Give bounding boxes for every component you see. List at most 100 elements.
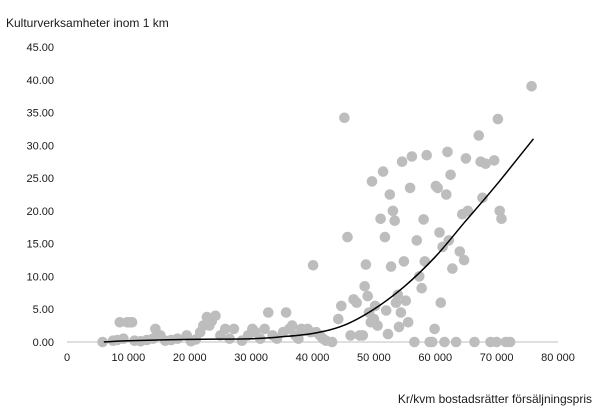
data-point bbox=[434, 227, 445, 238]
data-point bbox=[480, 158, 491, 169]
y-tick-label: 20.00 bbox=[26, 206, 54, 218]
x-tick-label: 60 000 bbox=[418, 352, 452, 364]
data-point bbox=[429, 323, 440, 335]
data-point bbox=[336, 300, 347, 312]
data-point bbox=[492, 113, 504, 125]
y-tick-label: 35.00 bbox=[26, 108, 54, 120]
x-tick-label: 70 000 bbox=[480, 352, 514, 364]
data-point bbox=[421, 149, 433, 161]
data-point bbox=[379, 231, 391, 243]
data-point bbox=[118, 333, 129, 345]
data-point bbox=[435, 297, 447, 309]
data-point bbox=[445, 169, 456, 181]
x-tick-label: 80 000 bbox=[541, 352, 575, 364]
y-tick-label: 5.00 bbox=[33, 304, 54, 316]
x-tick-label: 0 bbox=[64, 352, 70, 364]
data-point bbox=[439, 336, 450, 348]
data-point bbox=[345, 330, 356, 341]
data-point bbox=[398, 256, 410, 267]
data-point bbox=[126, 317, 138, 328]
data-point bbox=[477, 192, 488, 204]
y-tick-label: 40.00 bbox=[26, 75, 54, 87]
data-point bbox=[372, 320, 383, 331]
data-point bbox=[400, 295, 412, 307]
data-point bbox=[447, 263, 458, 274]
y-tick-labels: 0.00 5.00 10.00 15.00 20.00 25.00 30.00 35.00 40… bbox=[26, 42, 54, 349]
data-point bbox=[419, 256, 431, 267]
data-point bbox=[404, 182, 416, 194]
data-point bbox=[351, 297, 363, 309]
data-point bbox=[172, 333, 183, 345]
data-point bbox=[362, 290, 374, 302]
data-point bbox=[411, 235, 423, 246]
data-point bbox=[409, 336, 420, 348]
data-point bbox=[402, 317, 414, 328]
data-point bbox=[458, 254, 470, 266]
data-point bbox=[333, 313, 344, 325]
data-point bbox=[342, 231, 353, 243]
data-point bbox=[210, 310, 221, 322]
data-point bbox=[450, 336, 462, 348]
data-point bbox=[473, 130, 485, 141]
x-tick-label: 10 000 bbox=[112, 352, 146, 364]
data-point bbox=[369, 300, 381, 312]
data-point bbox=[380, 305, 392, 316]
data-point bbox=[496, 213, 507, 225]
data-points bbox=[97, 81, 537, 348]
data-point bbox=[460, 153, 472, 164]
data-point bbox=[488, 155, 500, 166]
x-tick-label: 40 000 bbox=[296, 352, 330, 364]
data-point bbox=[228, 323, 240, 335]
x-tick-label: 30 000 bbox=[234, 352, 268, 364]
data-point bbox=[526, 81, 537, 92]
x-tick-labels: 0 10 000 20 000 30 000 40 000 50 000 60 000 70 … bbox=[64, 352, 575, 364]
trend-line bbox=[103, 138, 535, 343]
data-point bbox=[392, 289, 404, 301]
data-point bbox=[396, 156, 408, 167]
data-point bbox=[375, 213, 386, 225]
data-point bbox=[385, 261, 397, 272]
data-point bbox=[504, 336, 516, 348]
data-point bbox=[441, 189, 452, 200]
y-tick-label: 25.00 bbox=[26, 173, 54, 185]
data-point bbox=[382, 328, 394, 340]
data-point bbox=[359, 281, 371, 292]
data-point bbox=[416, 282, 428, 294]
data-point bbox=[263, 307, 274, 318]
data-point bbox=[390, 297, 402, 309]
data-point bbox=[307, 260, 319, 271]
data-point bbox=[393, 321, 405, 333]
data-point bbox=[387, 205, 399, 217]
data-point bbox=[384, 189, 396, 200]
data-point bbox=[454, 246, 466, 257]
data-point bbox=[426, 336, 438, 348]
y-tick-label: 45.00 bbox=[26, 42, 54, 54]
data-point bbox=[395, 307, 407, 318]
y-tick-label: 30.00 bbox=[26, 140, 54, 152]
data-point bbox=[389, 215, 401, 226]
x-tick-label: 50 000 bbox=[357, 352, 391, 364]
data-point bbox=[406, 151, 418, 162]
data-point bbox=[360, 259, 372, 270]
y-axis-label: Kulturverksamheter inom 1 km bbox=[6, 16, 169, 30]
data-point bbox=[414, 271, 425, 282]
data-point bbox=[491, 336, 502, 348]
data-point bbox=[259, 323, 270, 335]
data-point bbox=[114, 317, 126, 328]
data-point bbox=[442, 146, 453, 158]
x-axis-label: Kr/kvm bostadsrätter försäljningspris bbox=[398, 392, 592, 406]
data-point bbox=[220, 323, 231, 335]
data-point bbox=[418, 214, 429, 225]
y-tick-label: 0.00 bbox=[33, 337, 54, 349]
data-point bbox=[326, 336, 338, 348]
data-point bbox=[462, 205, 474, 217]
data-point bbox=[280, 307, 292, 318]
data-point bbox=[469, 336, 480, 348]
x-tick-label: 20 000 bbox=[173, 352, 207, 364]
data-point bbox=[339, 112, 350, 124]
data-point bbox=[286, 320, 298, 331]
y-tick-label: 15.00 bbox=[26, 239, 54, 251]
data-point bbox=[494, 205, 506, 217]
data-point bbox=[366, 176, 378, 187]
